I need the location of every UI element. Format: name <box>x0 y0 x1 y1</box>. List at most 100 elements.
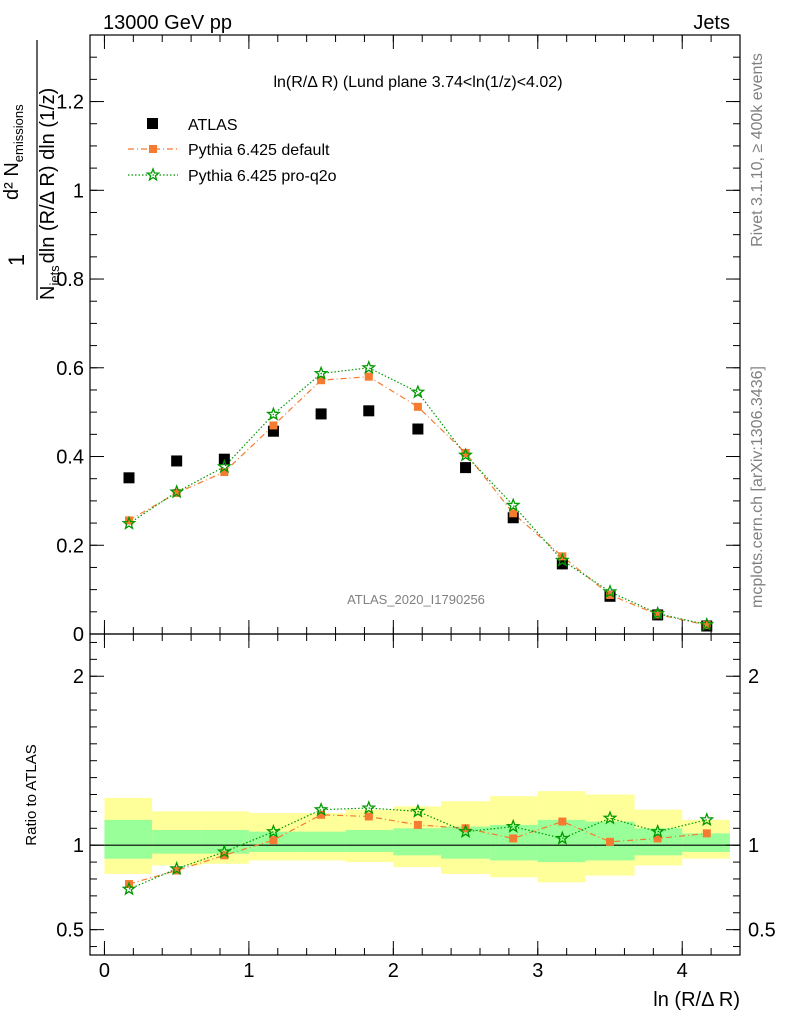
rivet-label: Rivet 3.1.10, ≥ 400k events <box>749 53 766 247</box>
main-point <box>361 359 377 375</box>
main-point <box>653 610 662 619</box>
main-point <box>363 405 375 417</box>
main-point <box>650 605 666 620</box>
main-point <box>169 484 185 499</box>
main-ytick-label: 0.8 <box>56 269 84 291</box>
ratio-point <box>461 824 470 833</box>
ratio-xtick-label: 2 <box>388 960 399 982</box>
main-point <box>121 515 137 530</box>
main-point <box>702 621 711 630</box>
ratio-point <box>653 834 662 843</box>
ratio-point <box>699 811 715 827</box>
ratio-ylabel: Ratio to ATLAS <box>23 744 40 845</box>
main-point <box>458 447 474 462</box>
main-point <box>364 372 373 381</box>
ratio-xtick-label: 1 <box>243 960 254 982</box>
main-point <box>216 458 232 474</box>
main-point <box>171 455 183 467</box>
main-axis-ticks: 0 0.2 0.4 0.6 0.8 1 1.2 <box>56 35 741 646</box>
main-point <box>507 512 519 524</box>
legend-marker-default <box>149 145 157 153</box>
main-point <box>317 376 326 385</box>
main-point <box>699 616 715 631</box>
legend: ATLAS Pythia 6.425 default Pythia 6.425 … <box>128 117 337 185</box>
ratio-point <box>313 801 329 817</box>
main-ytick-label: 1 <box>73 180 84 202</box>
ratio-ytick-label: 1 <box>73 835 84 857</box>
ratio-point <box>554 830 570 845</box>
svg-text:d² Nemissions: d² Nemissions <box>1 104 26 200</box>
main-point <box>123 472 135 484</box>
main-point <box>602 583 618 599</box>
ratio-point <box>602 810 618 825</box>
ylabel-n: N <box>37 286 59 300</box>
ratio-point <box>364 812 373 821</box>
ratio-band-green <box>104 819 153 859</box>
ratio-band-green <box>490 824 538 861</box>
main-ytick-label: 0 <box>73 624 84 646</box>
ratio-band-green <box>393 828 441 856</box>
ratio-point <box>265 823 282 838</box>
main-point <box>315 408 327 420</box>
legend-marker-atlas <box>147 118 158 129</box>
main-ytick-label: 0.6 <box>56 358 84 380</box>
svg-text:Njetsdln (R/Δ R) dln (1/z): Njetsdln (R/Δ R) dln (1/z) <box>37 88 62 300</box>
ylabel-den: dln (R/Δ R) dln (1/z) <box>37 88 59 264</box>
ratio-point <box>702 829 711 838</box>
ratio-band-green <box>152 829 202 854</box>
main-point <box>554 552 570 567</box>
main-point <box>220 468 229 477</box>
ratio-ytick-label-right: 2 <box>748 666 759 688</box>
main-point <box>410 384 426 399</box>
x-axis-label: ln (R/Δ R) <box>653 989 740 1011</box>
ratio-point <box>505 818 521 834</box>
main-ytick-label: 1.2 <box>56 92 84 114</box>
main-ytick-label: 0.2 <box>56 535 84 557</box>
ratio-band-green <box>201 829 249 854</box>
ratio-point <box>606 837 614 846</box>
legend-label-default: Pythia 6.425 default <box>188 142 330 159</box>
ratio-point <box>509 834 518 843</box>
main-point <box>460 462 472 474</box>
ratio-point <box>172 866 181 875</box>
ratio-xtick-label: 4 <box>677 960 688 982</box>
ratio-point <box>317 810 326 819</box>
header-left: 13000 GeV pp <box>103 12 232 34</box>
mcplots-label: mcplots.cern.ch [arXiv:1306.3436] <box>749 366 766 608</box>
analysis-watermark: ATLAS_2020_I1790256 <box>347 592 485 607</box>
ratio-point <box>650 823 666 838</box>
ratio-uncertainty-bands <box>104 791 730 883</box>
ratio-frame <box>89 633 741 956</box>
main-point <box>267 425 279 437</box>
main-point <box>313 365 329 380</box>
ratio-band-green <box>682 833 730 852</box>
ratio-xtick-label: 0 <box>99 960 110 982</box>
main-point <box>125 516 133 525</box>
ratio-xtick-label: 3 <box>532 960 543 982</box>
ratio-ytick-label-right: 1 <box>748 835 759 857</box>
ratio-band-green <box>296 831 346 852</box>
ratio-panel <box>89 633 741 956</box>
ratio-point <box>269 836 278 845</box>
ratio-point <box>558 817 567 826</box>
ratio-point <box>216 843 232 859</box>
main-point <box>558 552 567 561</box>
main-point <box>265 406 282 421</box>
ratio-ytick-label: 2 <box>73 666 84 688</box>
main-point <box>461 448 470 457</box>
ratio-axis-ticks: 0.5 0.5 1 1 2 2 0 1 2 3 4 <box>56 634 776 982</box>
main-point <box>172 488 181 497</box>
ratio-ytick-label: 0.5 <box>56 920 84 942</box>
ratio-point <box>457 823 474 838</box>
main-point <box>269 421 278 430</box>
main-ytick-label: 0.4 <box>56 447 84 469</box>
ylabel-frac-num: 1 <box>4 254 29 266</box>
main-line-1 <box>128 376 707 626</box>
main-point <box>556 558 568 570</box>
ylabel-d2-sub: emissions <box>11 104 26 162</box>
ratio-point <box>361 800 377 815</box>
main-point <box>509 509 518 518</box>
main-point <box>413 402 422 411</box>
ylabel-n-sub: jets <box>47 265 62 287</box>
ratio-band-green <box>345 829 394 852</box>
